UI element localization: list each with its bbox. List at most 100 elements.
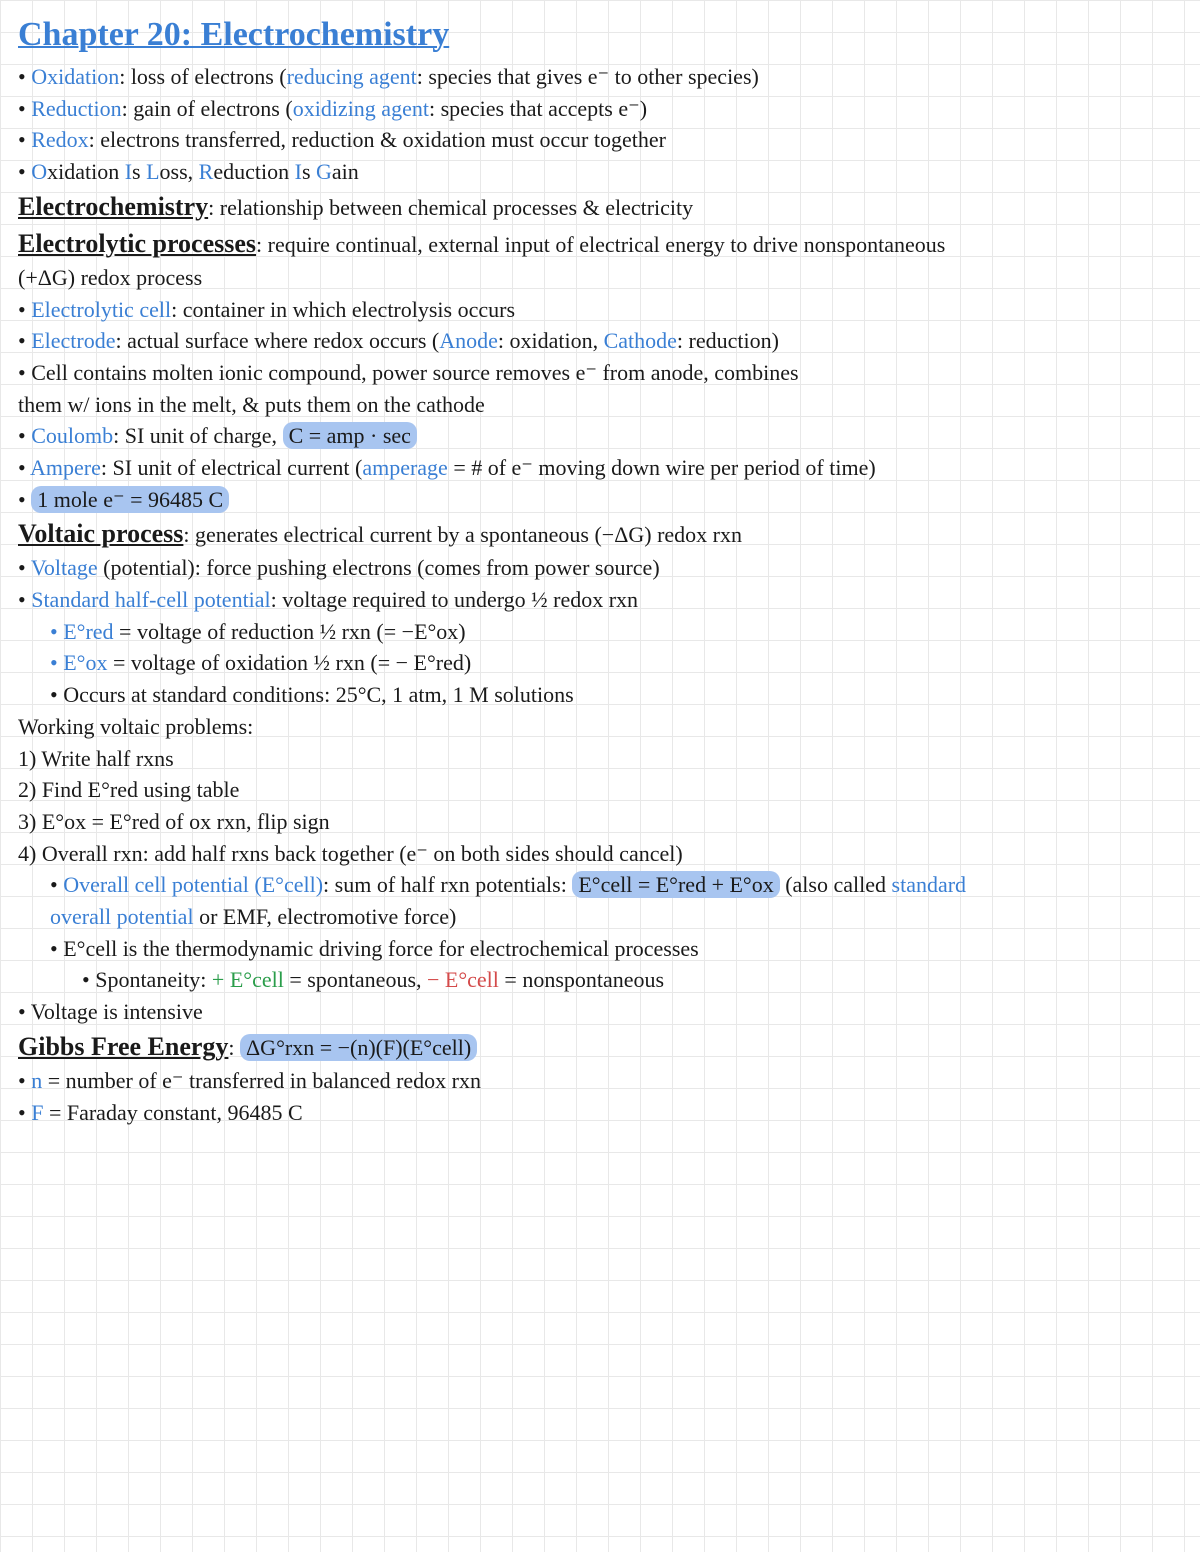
step-4: 4) Overall rxn: add half rxns back toget… [18, 839, 1182, 869]
text: • Occurs at standard conditions: 25°C, 1… [18, 680, 1182, 710]
text: : generates electrical current by a spon… [183, 522, 742, 547]
gibbs-line: Gibbs Free Energy: ΔG°rxn = −(n)(F)(E°ce… [18, 1029, 1182, 1064]
text: : species that accepts e⁻) [429, 96, 647, 121]
reducing-agent-term: reducing agent [287, 64, 417, 89]
shcp-line: • Standard half-cell potential: voltage … [18, 585, 1182, 615]
text: : voltage required to undergo ½ redox rx… [271, 587, 638, 612]
electrolytic-processes-line: Electrolytic processes: require continua… [18, 226, 1182, 261]
text: oss, [160, 159, 199, 184]
text: ain [332, 159, 359, 184]
text: s [302, 159, 316, 184]
electrode-line: • Electrode: actual surface where redox … [18, 326, 1182, 356]
text: = voltage of reduction ½ rxn (= −E°ox) [114, 619, 466, 644]
text: : relationship between chemical processe… [208, 195, 693, 220]
sop-line: overall potential or EMF, electromotive … [18, 902, 1182, 932]
coulomb-term: Coulomb [31, 423, 113, 448]
text: I [295, 159, 302, 184]
reduction-line: • Reduction: gain of electrons (oxidizin… [18, 94, 1182, 124]
redox-term: Redox [31, 127, 88, 152]
spontaneity-line: • Spontaneity: + E°cell = spontaneous, −… [18, 965, 1182, 995]
oxidation-term: Oxidation [31, 64, 119, 89]
text: : sum of half rxn potentials: [323, 872, 572, 897]
ampere-line: • Ampere: SI unit of electrical current … [18, 453, 1182, 483]
text: : reduction) [677, 328, 779, 353]
ocp-term: Overall cell potential (E°cell) [63, 872, 323, 897]
voltaic-process-line: Voltaic process: generates electrical cu… [18, 516, 1182, 551]
electrolytic-cell-term: Electrolytic cell [31, 297, 171, 322]
eox-line: • E°ox = voltage of oxidation ½ rxn (= −… [18, 648, 1182, 678]
text: : electrons transferred, reduction & oxi… [89, 127, 666, 152]
text: s [132, 159, 146, 184]
text: • Voltage is intensive [18, 997, 1182, 1027]
mole-line: • 1 mole e⁻ = 96485 C [18, 485, 1182, 515]
text: : [228, 1035, 240, 1060]
text: = voltage of oxidation ½ rxn (= − E°red) [107, 650, 471, 675]
text: : species that gives e⁻ to other species… [417, 64, 759, 89]
electrolytic-cell-line: • Electrolytic cell: container in which … [18, 295, 1182, 325]
cathode-term: Cathode [604, 328, 677, 353]
oxidation-line: • Oxidation: loss of electrons (reducing… [18, 62, 1182, 92]
n-line: • n = number of e⁻ transferred in balanc… [18, 1066, 1182, 1096]
electrochemistry-line: Electrochemistry: relationship between c… [18, 189, 1182, 224]
step-1: 1) Write half rxns [18, 744, 1182, 774]
ampere-term: Ampere [30, 455, 101, 480]
text: : oxidation, [498, 328, 604, 353]
step-2: 2) Find E°red using table [18, 775, 1182, 805]
text: = spontaneous, [284, 967, 427, 992]
f-term: F [31, 1100, 43, 1125]
text: = number of e⁻ transferred in balanced r… [42, 1068, 481, 1093]
text: xidation [47, 159, 125, 184]
electrode-term: Electrode [31, 328, 115, 353]
text: = Faraday constant, 96485 C [43, 1100, 302, 1125]
redox-line: • Redox: electrons transferred, reductio… [18, 125, 1182, 155]
oilrig-line: • Oxidation Is Loss, Reduction Is Gain [18, 157, 1182, 187]
text: O [31, 159, 47, 184]
text: (+ΔG) redox process [18, 263, 1182, 293]
text: = # of e⁻ moving down wire per period of… [448, 455, 876, 480]
text: L [146, 159, 159, 184]
text: eduction [213, 159, 294, 184]
gibbs-equation: ΔG°rxn = −(n)(F)(E°cell) [240, 1034, 477, 1061]
gibbs-heading: Gibbs Free Energy [18, 1032, 228, 1061]
text: • Cell contains molten ionic compound, p… [18, 358, 1182, 388]
text: (also called [780, 872, 892, 897]
positive-ecell: + E°cell [212, 967, 284, 992]
electrochemistry-heading: Electrochemistry [18, 192, 208, 221]
text: : container in which electrolysis occurs [171, 297, 515, 322]
coulomb-equation: C = amp · sec [283, 422, 417, 449]
negative-ecell: − E°cell [427, 967, 499, 992]
text: • E°cell is the thermodynamic driving fo… [18, 934, 1182, 964]
n-term: n [31, 1068, 42, 1093]
step-3: 3) E°ox = E°red of ox rxn, flip sign [18, 807, 1182, 837]
ered-term: • E°red [50, 619, 114, 644]
ered-line: • E°red = voltage of reduction ½ rxn (= … [18, 617, 1182, 647]
text: R [199, 159, 214, 184]
text: = nonspontaneous [499, 967, 664, 992]
text: : actual surface where redox occurs ( [116, 328, 440, 353]
anode-term: Anode [439, 328, 498, 353]
voltage-term: Voltage [31, 555, 98, 580]
text: them w/ ions in the melt, & puts them on… [18, 390, 1182, 420]
text: : SI unit of charge, [113, 423, 282, 448]
f-line: • F = Faraday constant, 96485 C [18, 1098, 1182, 1128]
reduction-term: Reduction [31, 96, 121, 121]
mole-equation: 1 mole e⁻ = 96485 C [31, 486, 229, 513]
text: : SI unit of electrical current ( [101, 455, 362, 480]
text: G [316, 159, 332, 184]
eox-term: • E°ox [50, 650, 107, 675]
text: Working voltaic problems: [18, 712, 1182, 742]
coulomb-line: • Coulomb: SI unit of charge, C = amp · … [18, 421, 1182, 451]
ocp-line: • Overall cell potential (E°cell): sum o… [18, 870, 1182, 900]
text: : require continual, external input of e… [256, 232, 945, 257]
chapter-title: Chapter 20: Electrochemistry [18, 12, 1182, 58]
text: (potential): force pushing electrons (co… [98, 555, 660, 580]
voltaic-process-heading: Voltaic process [18, 519, 183, 548]
amperage-term: amperage [362, 455, 448, 480]
text: I [125, 159, 132, 184]
voltage-line: • Voltage (potential): force pushing ele… [18, 553, 1182, 583]
electrolytic-processes-heading: Electrolytic processes [18, 229, 256, 258]
ocp-equation: E°cell = E°red + E°ox [572, 871, 779, 898]
text: : gain of electrons ( [122, 96, 293, 121]
oxidizing-agent-term: oxidizing agent [293, 96, 429, 121]
text: : loss of electrons ( [119, 64, 286, 89]
